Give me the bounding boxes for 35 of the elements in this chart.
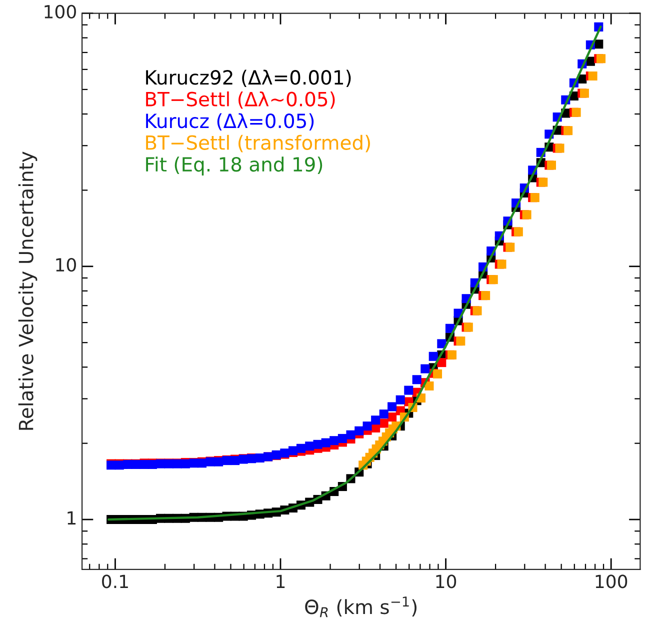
text: BT−Settl (transformed) bbox=[146, 134, 370, 152]
x-axis-title: Θ$_{R}$ (km s$^{−1}$) bbox=[305, 596, 416, 618]
y-tick-label: 10 bbox=[56, 258, 76, 272]
x-tick-label: 0.1 bbox=[102, 574, 128, 588]
point bbox=[255, 453, 264, 463]
y-tick-label: 100 bbox=[44, 4, 76, 19]
point bbox=[313, 440, 322, 449]
point bbox=[437, 339, 446, 348]
point bbox=[428, 352, 438, 361]
point bbox=[330, 436, 339, 446]
text: Fit (Eq. 18 and 19) bbox=[146, 156, 322, 176]
point bbox=[338, 434, 347, 443]
point bbox=[305, 442, 314, 451]
point bbox=[296, 444, 306, 453]
point bbox=[379, 410, 388, 419]
text: BT−Settl (Δλ~0.05) bbox=[146, 91, 335, 109]
x-tick-label: 10 bbox=[436, 574, 456, 588]
text: Kurucz92 (Δλ=0.001) bbox=[146, 70, 351, 88]
point bbox=[321, 438, 330, 448]
point bbox=[388, 412, 397, 422]
point bbox=[379, 418, 388, 428]
point bbox=[420, 364, 430, 374]
point bbox=[396, 395, 405, 404]
point bbox=[388, 402, 397, 412]
point bbox=[371, 416, 380, 425]
point bbox=[362, 422, 372, 431]
y-tick-label: 1 bbox=[68, 511, 76, 524]
text: Kurucz (Δλ=0.05) bbox=[146, 113, 314, 131]
point bbox=[346, 430, 356, 440]
point bbox=[404, 386, 414, 395]
point bbox=[354, 426, 364, 436]
x-tick-label: 1 bbox=[276, 574, 285, 588]
x-tick-label: 100 bbox=[596, 574, 628, 588]
point bbox=[412, 375, 422, 384]
y-axis-title: Relative Velocity Uncertainty bbox=[18, 152, 38, 430]
